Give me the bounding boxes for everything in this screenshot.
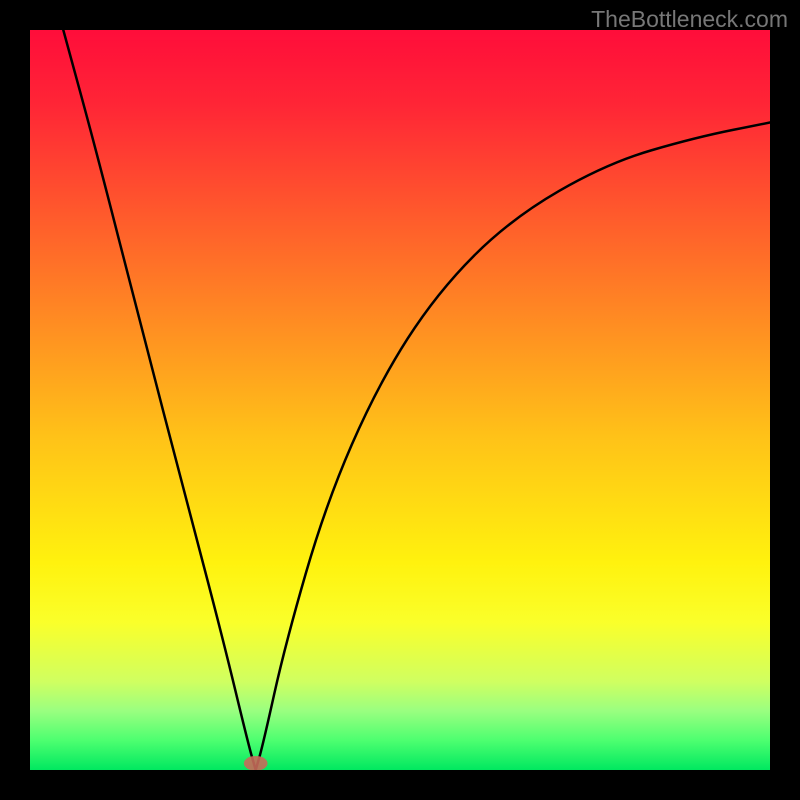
gradient-background: [30, 30, 770, 770]
chart-container: TheBottleneck.com: [0, 0, 800, 800]
bottleneck-plot: [30, 30, 770, 770]
watermark-text: TheBottleneck.com: [591, 6, 788, 33]
